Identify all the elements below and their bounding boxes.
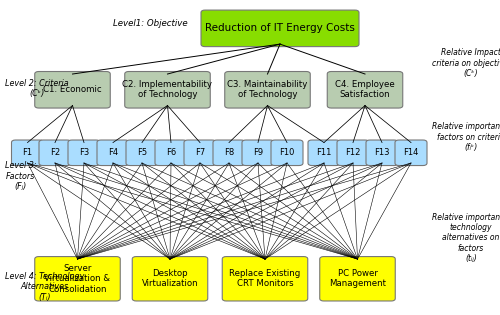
Text: PC Power
Management: PC Power Management [329,269,386,289]
Text: C1. Economic: C1. Economic [43,85,102,94]
FancyBboxPatch shape [126,140,158,166]
FancyBboxPatch shape [395,140,427,166]
FancyBboxPatch shape [337,140,369,166]
Text: F10: F10 [280,148,294,157]
Text: Reduction of IT Energy Costs: Reduction of IT Energy Costs [205,23,355,33]
FancyBboxPatch shape [97,140,129,166]
Text: F13: F13 [374,148,390,157]
FancyBboxPatch shape [225,72,310,108]
Text: F7: F7 [195,148,205,157]
Text: F5: F5 [137,148,147,157]
Text: Server
Virtualization &
Consolidation: Server Virtualization & Consolidation [44,264,110,294]
FancyBboxPatch shape [327,72,403,108]
FancyBboxPatch shape [68,140,100,166]
FancyBboxPatch shape [366,140,398,166]
Text: F3: F3 [79,148,89,157]
Text: Level1: Objective: Level1: Objective [112,19,188,28]
FancyBboxPatch shape [213,140,245,166]
Text: F8: F8 [224,148,234,157]
Text: F11: F11 [316,148,332,157]
Text: C2. Implementability
of Technology: C2. Implementability of Technology [122,80,212,100]
FancyBboxPatch shape [35,256,120,301]
Text: Replace Existing
CRT Monitors: Replace Existing CRT Monitors [230,269,300,289]
FancyBboxPatch shape [271,140,303,166]
Text: C4. Employee
Satisfaction: C4. Employee Satisfaction [335,80,395,100]
Text: F1: F1 [22,148,32,157]
FancyBboxPatch shape [242,140,274,166]
FancyBboxPatch shape [222,256,308,301]
Text: Level 4: Technology
Alternatives
(Tᵢ): Level 4: Technology Alternatives (Tᵢ) [5,272,84,301]
FancyBboxPatch shape [201,10,359,47]
FancyBboxPatch shape [184,140,216,166]
Text: Desktop
Virtualization: Desktop Virtualization [142,269,199,289]
FancyBboxPatch shape [320,256,395,301]
Text: F6: F6 [166,148,176,157]
FancyBboxPatch shape [125,72,210,108]
Text: Relative Impact
criteria on objective
(Cᵏ): Relative Impact criteria on objective (C… [432,48,500,78]
Text: C3. Maintainability
of Technology: C3. Maintainability of Technology [228,80,308,100]
FancyBboxPatch shape [308,140,340,166]
FancyBboxPatch shape [12,140,44,166]
FancyBboxPatch shape [34,72,110,108]
Text: F12: F12 [346,148,360,157]
Text: Relative importance
factors on criteria
(fᵢᵏ): Relative importance factors on criteria … [432,122,500,152]
Text: Level 2: Criteria
(Cᵏ): Level 2: Criteria (Cᵏ) [5,78,68,98]
Text: Level 3:
Factors
(Fⱼ): Level 3: Factors (Fⱼ) [5,162,36,191]
FancyBboxPatch shape [155,140,187,166]
FancyBboxPatch shape [132,256,208,301]
Text: Relative importance
technology
alternatives on
factors
(tᵢⱼ): Relative importance technology alternati… [432,213,500,263]
Text: F4: F4 [108,148,118,157]
Text: F14: F14 [404,148,418,157]
FancyBboxPatch shape [39,140,71,166]
Text: F2: F2 [50,148,60,157]
Text: F9: F9 [253,148,263,157]
